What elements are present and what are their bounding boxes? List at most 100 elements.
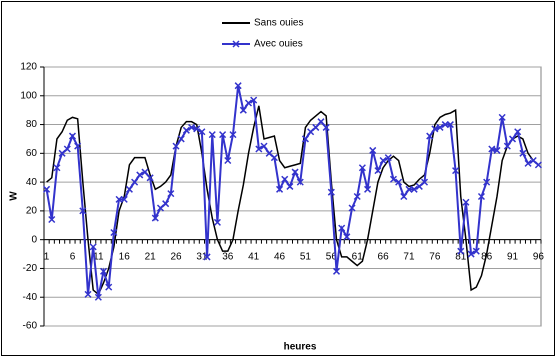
marker [420,178,429,186]
legend-label: Avec ouies [254,39,303,50]
marker [131,178,139,186]
marker [317,118,325,126]
marker [281,175,289,183]
marker [125,185,133,193]
x-tick-label: 61 [352,251,364,262]
marker [141,168,149,176]
y-tick-label: -20 [23,263,38,274]
marker [431,125,439,133]
marker [239,106,247,114]
marker [400,192,408,201]
marker [343,233,351,241]
marker [224,156,232,165]
marker [301,135,309,143]
marker [162,200,170,208]
marker [208,131,216,139]
x-tick-label: 16 [119,251,131,262]
y-axis-label: W [9,191,20,201]
marker [524,159,532,167]
x-tick-label: 81 [455,251,467,262]
x-tick-label: 71 [403,251,415,262]
x-tick-label: 26 [170,251,182,262]
x-tick-label: 6 [70,251,76,262]
x-tick-label: 56 [326,251,338,262]
plot-area [43,66,542,327]
marker [167,190,175,198]
marker [322,123,330,131]
marker [395,178,403,186]
x-tick-label: 46 [274,251,286,262]
y-tick-label: -40 [23,292,38,303]
marker [493,146,501,154]
marker [270,154,278,162]
marker [332,267,341,275]
marker [115,195,123,203]
marker [358,164,366,172]
marker [457,247,465,255]
marker [84,290,92,298]
marker [498,113,506,121]
marker [291,168,299,176]
marker [467,250,475,258]
marker [312,123,320,131]
y-tick-label: 60 [26,148,38,159]
marker [110,228,118,237]
y-tick-label: 120 [20,62,37,73]
marker [389,175,397,183]
marker [296,178,304,186]
marker [105,283,113,291]
marker [203,253,211,261]
x-tick-label: 86 [481,251,493,262]
x-tick-label: 41 [248,251,260,262]
y-tick-label: 40 [26,177,38,188]
marker [384,154,392,162]
x-tick-label: 96 [533,251,545,262]
marker [446,121,454,129]
marker [353,192,361,201]
marker [508,135,517,143]
marker [188,123,196,131]
marker [379,156,387,165]
x-tick-label: 76 [429,251,441,262]
x-tick-label: 91 [507,251,519,262]
marker [503,142,511,150]
y-tick-label: 100 [20,90,37,101]
marker [462,198,470,206]
y-tick-label: 80 [26,119,38,130]
marker [286,182,294,190]
marker [43,185,51,193]
marker [488,145,496,153]
x-tick-label: 51 [300,251,312,262]
y-tick-label: -60 [23,321,38,332]
y-tick-label: 0 [31,234,37,245]
marker [374,167,382,175]
x-tick-label: 36 [222,251,234,262]
marker [410,185,418,193]
marker [177,135,185,143]
marker [452,167,460,175]
marker [48,215,56,224]
x-tick-label: 31 [196,251,208,262]
x-tick-label: 1 [44,251,50,262]
marker [244,99,253,107]
marker [405,185,413,193]
x-tick-label: 66 [378,251,390,262]
marker [120,195,128,203]
marker [74,142,82,150]
marker [234,82,242,90]
marker [94,293,102,301]
marker [136,171,144,179]
marker [348,204,356,212]
marker [229,131,237,139]
series-line [46,105,539,296]
marker [250,96,258,104]
marker [364,185,372,193]
marker [260,142,268,150]
marker [232,40,240,48]
marker [63,145,71,153]
marker [519,149,527,157]
marker [477,192,485,201]
marker [483,178,491,186]
x-tick-label: 21 [145,251,157,262]
marker [514,128,522,136]
